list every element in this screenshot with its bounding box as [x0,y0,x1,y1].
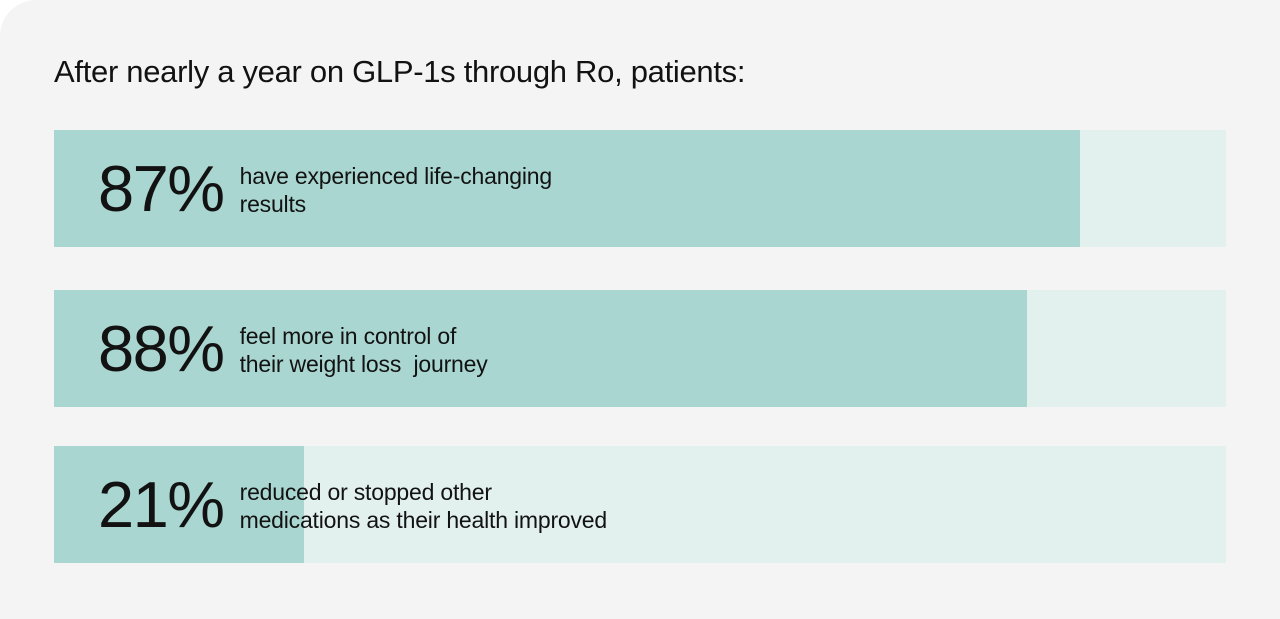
bar-row-21pct: 21% reduced or stopped other medications… [54,446,1226,563]
bar-row-87pct: 87% have experienced life-changing resul… [54,130,1226,247]
bar-content: 87% have experienced life-changing resul… [54,130,1226,247]
bar-content: 88% feel more in control of their weight… [54,290,1226,407]
bar-fill-87pct [54,130,1080,247]
bar-description-21pct: reduced or stopped other medications as … [239,478,608,533]
bar-row-88pct: 88% feel more in control of their weight… [54,290,1226,407]
value-label-88pct: 88% [98,312,225,385]
bar-fill-88pct [54,290,1027,407]
chart-title: After nearly a year on GLP-1s through Ro… [54,54,746,89]
value-label-87pct: 87% [98,152,225,225]
bar-description-88pct: feel more in control of their weight los… [239,322,488,377]
bar-fill-21pct [54,446,304,563]
bar-content: 21% reduced or stopped other medications… [54,446,1226,563]
bar-description-87pct: have experienced life-changing results [239,162,553,217]
value-label-21pct: 21% [98,468,225,541]
